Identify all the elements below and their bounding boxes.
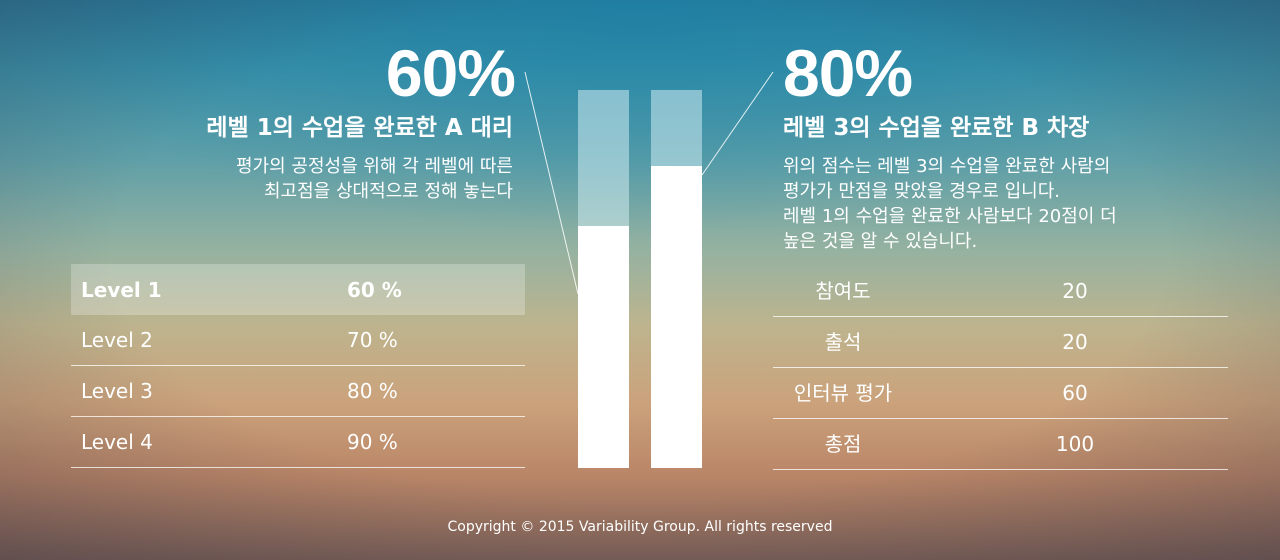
level-label: Level 4 <box>81 430 153 454</box>
copyright-text: Copyright © 2015 Variability Group. All … <box>447 519 833 535</box>
level-value: 70 % <box>347 328 398 352</box>
percent-b: 80% <box>783 36 913 110</box>
level-value: 90 % <box>347 430 398 454</box>
description-a-line: 평가의 공정성을 위해 각 레벨에 따른 <box>235 156 513 177</box>
table-row: 출석 20 <box>773 317 1228 368</box>
description-b-line: 평가가 만점을 맞았을 경우로 입니다. <box>783 181 1061 202</box>
score-label: 총점 <box>824 432 862 456</box>
level-label: Level 2 <box>81 328 153 352</box>
table-row: 인터뷰 평가 60 <box>773 368 1228 419</box>
description-b-line: 높은 것을 알 수 있습니다. <box>783 231 978 252</box>
heading-a: 레벨 1의 수업을 완료한 A 대리 <box>206 115 513 141</box>
progress-bar-a <box>578 90 629 468</box>
score-label: 인터뷰 평가 <box>793 381 893 405</box>
progress-bar-b <box>651 90 702 468</box>
progress-bar-b-fill <box>651 165 702 468</box>
level-value: 60 % <box>347 278 402 302</box>
table-row: 총점 100 <box>773 419 1228 470</box>
score-label: 출석 <box>824 330 862 354</box>
connector-line-b <box>701 71 774 176</box>
description-b-line: 레벨 1의 수업을 완료한 사람보다 20점이 더 <box>783 206 1117 227</box>
table-row: 참여도 20 <box>773 266 1228 317</box>
level-label: Level 3 <box>81 379 153 403</box>
score-table: 참여도 20 출석 20 인터뷰 평가 60 총점 100 <box>773 266 1228 470</box>
description-b: 위의 점수는 레벨 3의 수업을 완료한 사람의 평가가 만점을 맞았을 경우로… <box>783 154 1117 254</box>
level-value: 80 % <box>347 379 398 403</box>
score-label: 참여도 <box>815 279 871 303</box>
level-label: Level 1 <box>81 278 162 302</box>
percent-a: 60% <box>385 36 516 110</box>
progress-bar-a-fill <box>578 226 629 468</box>
table-row: Level 4 90 % <box>71 417 525 468</box>
score-value: 100 <box>1055 432 1095 456</box>
description-b-line: 위의 점수는 레벨 3의 수업을 완료한 사람의 <box>783 156 1111 177</box>
description-a-line: 최고점을 상대적으로 정해 놓는다 <box>263 181 513 202</box>
heading-b: 레벨 3의 수업을 완료한 B 차장 <box>783 115 1090 141</box>
description-a: 평가의 공정성을 위해 각 레벨에 따른 최고점을 상대적으로 정해 놓는다 <box>236 154 513 204</box>
score-value: 20 <box>1062 330 1088 354</box>
table-row: Level 3 80 % <box>71 366 525 417</box>
score-value: 20 <box>1062 279 1088 303</box>
table-row: Level 1 60 % <box>71 264 525 315</box>
connector-line-a <box>524 71 579 295</box>
level-table: Level 1 60 % Level 2 70 % Level 3 80 % L… <box>71 264 525 468</box>
score-value: 60 <box>1062 381 1088 405</box>
table-row: Level 2 70 % <box>71 315 525 366</box>
